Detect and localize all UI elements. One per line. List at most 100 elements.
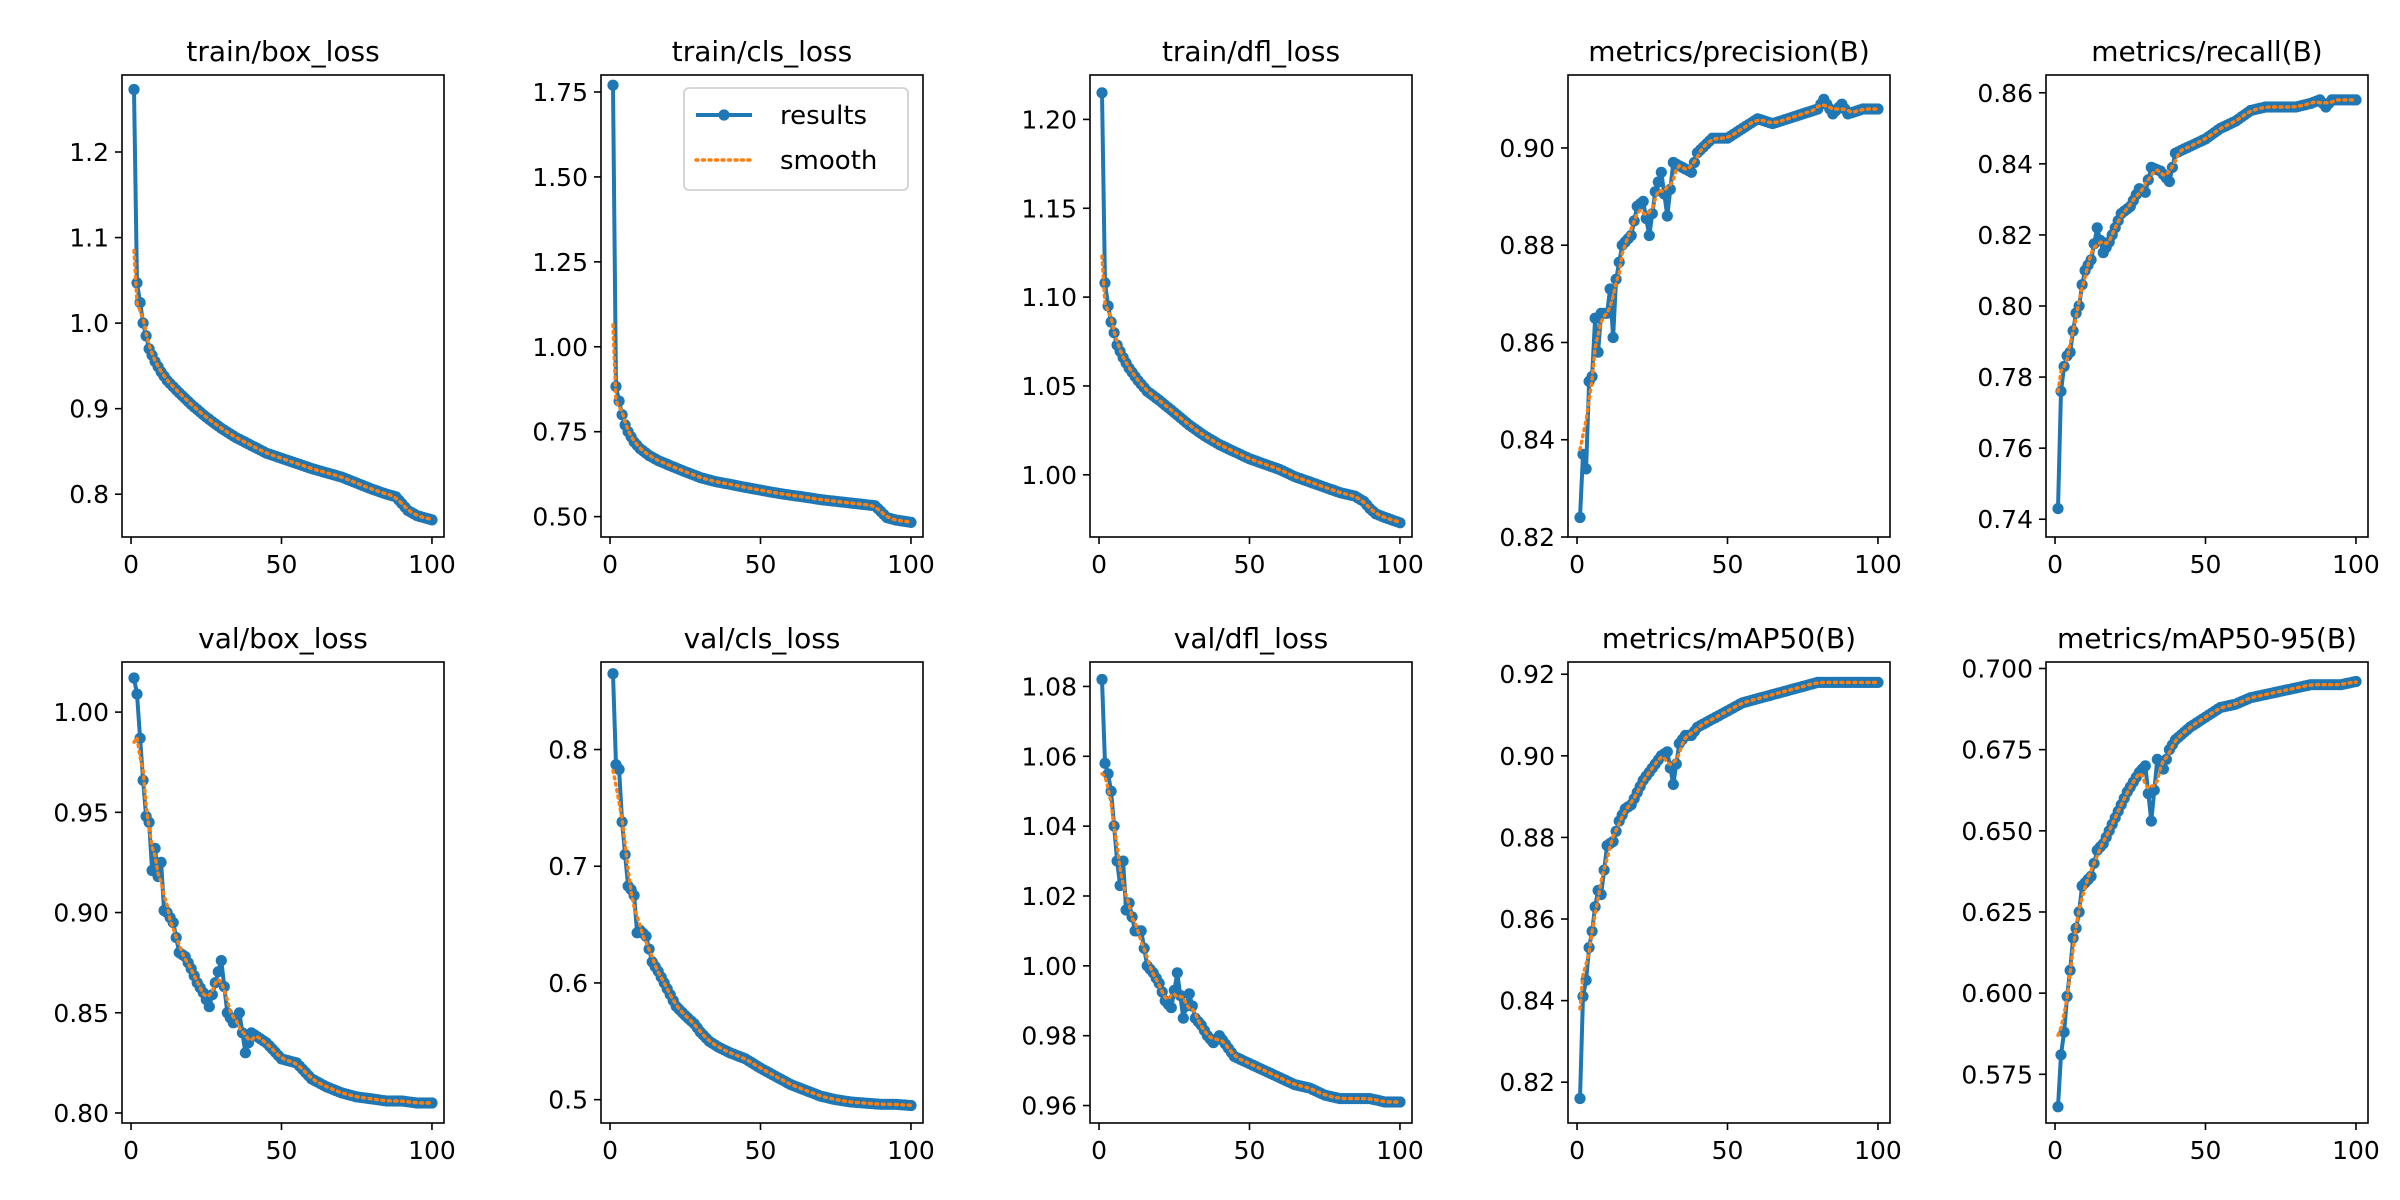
y-tick-label: 0.6: [548, 969, 588, 998]
y-tick-label: 0.675: [1961, 736, 2033, 765]
results-data-point: [2052, 503, 2064, 515]
smooth-series-line: [611, 768, 913, 1107]
x-tick-label: 0: [602, 550, 618, 579]
y-tick-label: 1.1: [69, 224, 109, 253]
chart-panel-train-box-loss: train/box_loss 0 50 100 0.8 0.9 1.0 1.1 1.2: [69, 35, 456, 579]
x-tick-label: 100: [1376, 1136, 1424, 1165]
x-tick-label: 0: [602, 1136, 618, 1165]
legend-results-label: results: [780, 101, 867, 131]
results-data-point: [1574, 511, 1586, 524]
x-tick-label: 100: [1854, 550, 1902, 579]
results-series-line: [611, 673, 912, 1108]
x-tick-label: 50: [1234, 550, 1266, 579]
y-tick-label: 0.8: [548, 736, 588, 765]
y-tick-label: 0.76: [1977, 434, 2033, 463]
y-tick-label: 0.85: [53, 999, 109, 1028]
results-data-point: [2139, 760, 2151, 772]
y-tick-label: 0.98: [1021, 1022, 1077, 1051]
chart-title: train/box_loss: [186, 35, 379, 68]
y-tick-label: 0.82: [1977, 221, 2033, 250]
chart-title: val/cls_loss: [684, 622, 841, 655]
plot-area: [2052, 94, 2362, 515]
y-tick-label: 1.20: [1021, 105, 1077, 134]
results-data-point: [1171, 967, 1183, 979]
x-tick-label: 50: [266, 550, 298, 579]
x-tick-label: 0: [1091, 550, 1107, 579]
y-tick-label: 0.5: [548, 1086, 588, 1115]
y-tick-label: 0.90: [1499, 742, 1555, 771]
y-tick-label: 0.84: [1499, 426, 1555, 455]
axes-frame: [1089, 74, 1413, 538]
plot-area: [128, 672, 438, 1109]
results-data-point: [131, 688, 143, 700]
chart-panel-metrics-map50-95-b: metrics/mAP50-95(B) 0 50 100 0.575 0.600 0.625…: [1961, 622, 2379, 1165]
results-data-point: [1574, 1092, 1586, 1105]
y-tick-label: 1.15: [1021, 194, 1077, 223]
results-data-point: [607, 668, 619, 680]
x-tick-label: 0: [123, 1136, 139, 1165]
results-data-point: [2052, 1101, 2064, 1113]
y-tick-label: 0.9: [69, 395, 109, 424]
results-series-line: [1578, 97, 1878, 518]
chart-title: val/box_loss: [198, 622, 368, 655]
y-tick-label: 0.75: [532, 418, 588, 447]
chart-panel-metrics-precision-b: metrics/precision(B) 0 50 100 0.82 0.84 0.86 0.…: [1499, 35, 1901, 579]
results-data-point: [1685, 166, 1697, 178]
x-tick-label: 100: [408, 1136, 456, 1165]
x-tick-label: 0: [1569, 1136, 1585, 1165]
x-tick-label: 50: [2190, 1136, 2222, 1165]
x-tick-label: 0: [2047, 1136, 2063, 1165]
chart-panel-val-dfl-loss: val/dfl_loss 0 50 100 0.96 0.98 1.00 1.02 1.04 1.…: [1021, 622, 1423, 1165]
results-series-line: [1100, 679, 1400, 1104]
chart-title: metrics/mAP50-95(B): [2057, 622, 2357, 655]
chart-panel-val-cls-loss: val/cls_loss 0 50 100 0.5 0.6 0.7 0.8: [548, 622, 935, 1165]
plot-area: [2052, 675, 2362, 1113]
y-tick-label: 0.96: [1021, 1092, 1077, 1121]
results-data-point: [1637, 195, 1649, 207]
y-tick-label: 0.86: [1499, 328, 1555, 357]
x-tick-label: 50: [2190, 550, 2222, 579]
results-data-point: [239, 1047, 251, 1059]
results-data-point: [1661, 746, 1673, 758]
legend-results-marker: [718, 109, 730, 121]
y-tick-label: 1.50: [532, 163, 588, 192]
chart-panel-train-cls-loss: train/cls_loss 0 50 100 0.50 0.75 1.00 1.25 1.50…: [532, 35, 934, 579]
y-tick-label: 0.80: [53, 1099, 109, 1128]
y-tick-label: 0.7: [548, 852, 588, 881]
chart-title: val/dfl_loss: [1174, 622, 1328, 655]
smooth-series-line: [1578, 103, 1880, 452]
y-tick-label: 0.600: [1961, 979, 2033, 1008]
results-data-point: [1598, 864, 1610, 876]
plot-area: [128, 83, 438, 526]
chart-title: metrics/mAP50(B): [1602, 622, 1856, 655]
plot-area: [1574, 93, 1884, 524]
results-data-point: [1655, 166, 1667, 178]
y-tick-label: 0.78: [1977, 363, 2033, 392]
x-tick-label: 50: [745, 1136, 777, 1165]
axes-frame: [600, 661, 924, 1124]
results-data-point: [1394, 1096, 1406, 1108]
smooth-series-line: [2056, 680, 2358, 1037]
x-tick-label: 50: [266, 1136, 298, 1165]
results-data-point: [1102, 768, 1114, 780]
y-tick-label: 0.74: [1977, 505, 2033, 534]
y-tick-label: 1.00: [1021, 461, 1077, 490]
axes-frame: [2045, 661, 2369, 1124]
results-data-point: [203, 1001, 215, 1013]
y-tick-label: 0.84: [1977, 150, 2033, 179]
smooth-series-line: [2056, 98, 2358, 393]
chart-panel-val-box-loss: val/box_loss 0 50 100 0.80 0.85 0.90 0.95 1.00: [53, 622, 455, 1165]
y-tick-label: 0.90: [1499, 134, 1555, 163]
results-data-point: [1872, 103, 1884, 115]
y-tick-label: 0.650: [1961, 817, 2033, 846]
x-tick-label: 100: [1854, 1136, 1902, 1165]
smooth-series-line: [1100, 254, 1402, 524]
y-tick-label: 1.00: [1021, 952, 1077, 981]
y-tick-label: 0.82: [1499, 523, 1555, 552]
results-data-point: [905, 516, 917, 529]
y-tick-label: 1.02: [1021, 882, 1077, 911]
y-tick-label: 0.80: [1977, 292, 2033, 321]
smooth-series-line: [1100, 772, 1402, 1104]
results-data-point: [1096, 87, 1108, 99]
